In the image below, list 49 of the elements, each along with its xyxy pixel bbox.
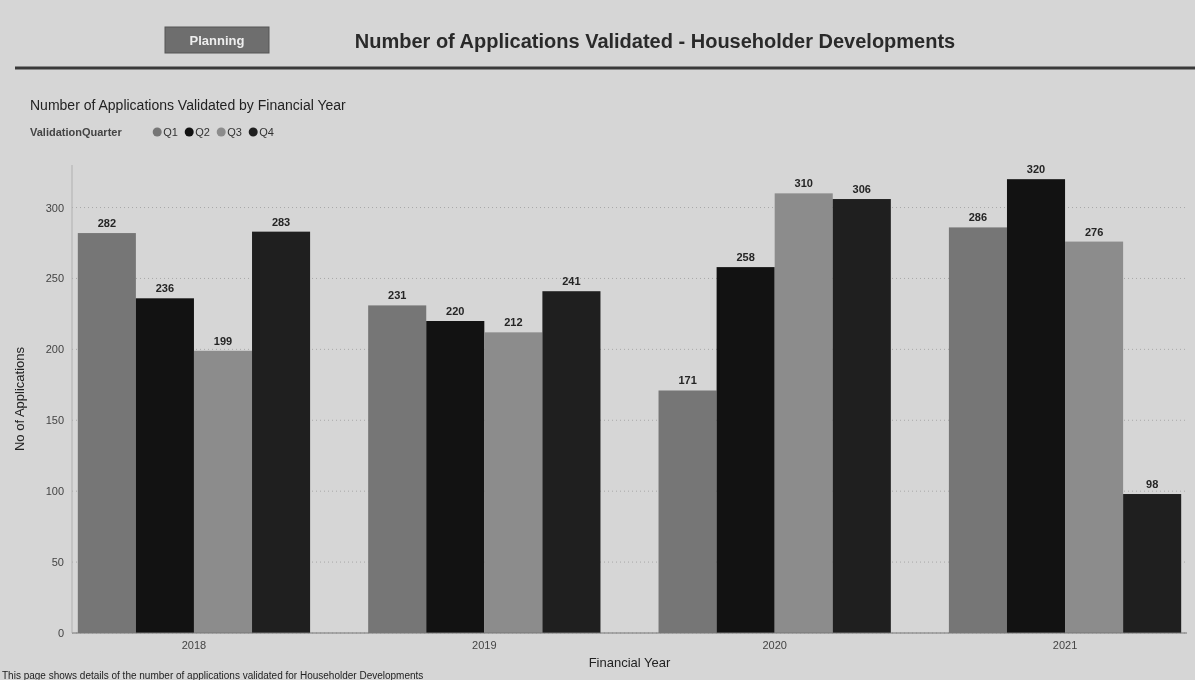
bar xyxy=(542,291,601,633)
y-tick-label: 300 xyxy=(45,201,64,214)
bar xyxy=(426,321,485,633)
legend-title: ValidationQuarter xyxy=(30,126,123,138)
chart-title: Number of Applications Validated - Householder Developments xyxy=(354,30,956,52)
y-tick-label: 0 xyxy=(57,627,64,639)
data-label: 283 xyxy=(271,215,291,228)
x-tick-label: 2020 xyxy=(762,639,787,651)
bar xyxy=(484,332,543,633)
legend-label: Q4 xyxy=(259,126,274,138)
text: Planning xyxy=(189,33,245,48)
data-label: 282 xyxy=(97,217,117,230)
x-tick-label: 2021 xyxy=(1052,639,1078,651)
legend-label: Q2 xyxy=(195,126,210,138)
y-tick-label: 250 xyxy=(45,272,64,285)
bar xyxy=(1006,179,1066,633)
data-label: 212 xyxy=(504,316,523,329)
bar xyxy=(1123,494,1182,633)
data-label: 236 xyxy=(155,282,175,295)
bar xyxy=(193,350,253,633)
legend-label: Q1 xyxy=(163,126,178,138)
data-label: 276 xyxy=(1084,225,1104,238)
x-tick-label: 2018 xyxy=(181,639,207,651)
x-axis-title: Financial Year xyxy=(588,655,671,670)
data-label: 220 xyxy=(446,305,465,317)
bar xyxy=(832,199,891,633)
y-axis-title: No of Applications xyxy=(12,346,27,452)
legend-label: Q3 xyxy=(227,126,242,138)
y-tick-label: 50 xyxy=(51,556,64,569)
bar xyxy=(1065,241,1124,633)
data-label: 320 xyxy=(1026,163,1046,176)
y-tick-label: 200 xyxy=(45,343,64,356)
y-tick-label: 150 xyxy=(45,414,64,427)
data-label: 286 xyxy=(968,211,988,224)
data-label: 241 xyxy=(562,275,581,288)
bar xyxy=(716,267,775,633)
data-label: 171 xyxy=(678,374,697,387)
data-label: 306 xyxy=(852,183,871,196)
data-label: 310 xyxy=(794,177,813,190)
chart-subtitle: Number of Applications Validated by Financial Year xyxy=(30,97,347,113)
y-tick-label: 100 xyxy=(45,485,64,498)
data-label: 199 xyxy=(213,334,233,347)
x-tick-label: 2019 xyxy=(472,639,497,651)
data-label: 231 xyxy=(388,289,407,302)
data-label: 258 xyxy=(736,251,755,264)
data-label: 98 xyxy=(1146,478,1159,491)
bar xyxy=(252,231,311,633)
bar xyxy=(135,298,194,633)
bar xyxy=(774,193,833,633)
